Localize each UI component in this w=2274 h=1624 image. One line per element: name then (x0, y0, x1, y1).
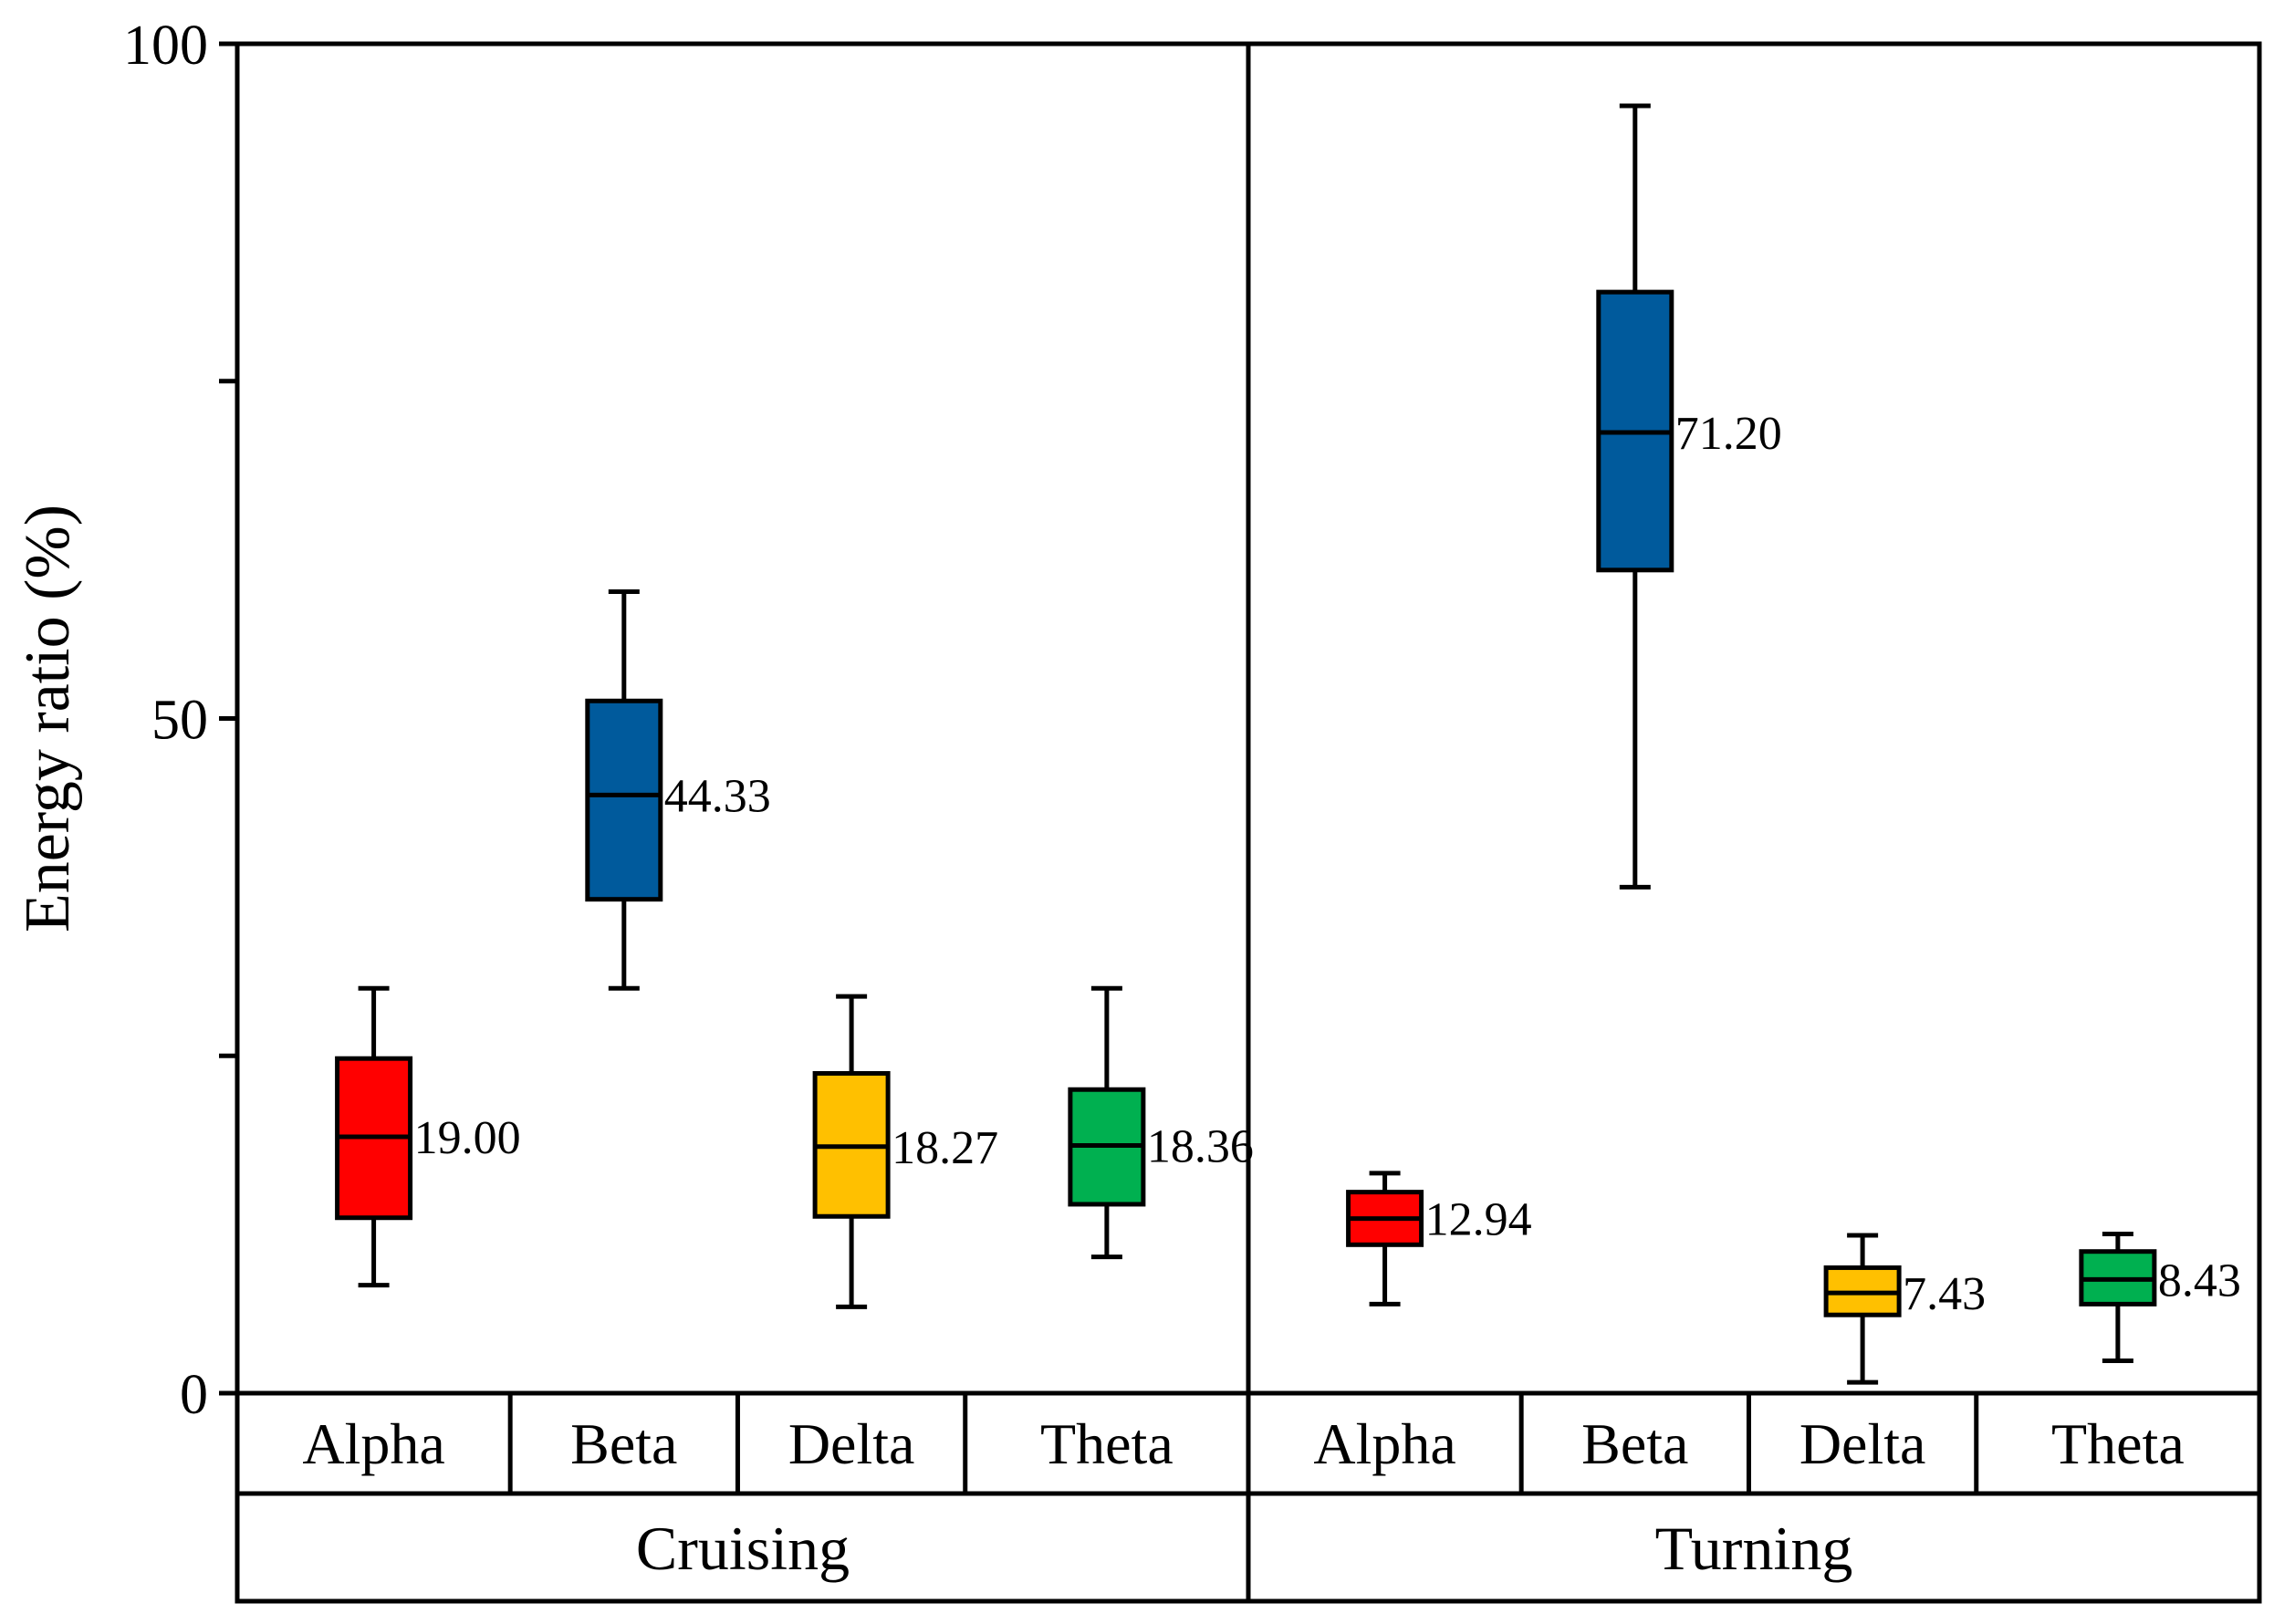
median-label: 8.43 (2158, 1254, 2241, 1306)
box-series: 19.00 44.33 18.27 18.36 12.94 71.20 7.43 8.43 (335, 103, 2241, 1385)
category-label: Theta (2051, 1411, 2185, 1476)
category-label: Delta (1799, 1411, 1926, 1476)
box-turning-theta: 8.43 (2079, 1231, 2241, 1364)
category-label: Alpha (302, 1411, 444, 1476)
median-label: 12.94 (1425, 1194, 1532, 1246)
box-turning-beta: 71.20 (1596, 103, 1782, 890)
y-axis-label: Energy ratio (%) (13, 505, 83, 932)
median-label: 18.36 (1147, 1120, 1254, 1172)
category-label: Delta (788, 1411, 915, 1476)
median-label: 44.33 (664, 770, 771, 822)
y-tick-label: 50 (151, 690, 208, 752)
category-label: Theta (1040, 1411, 1174, 1476)
median-label: 18.27 (892, 1122, 998, 1174)
box-turning-alpha: 12.94 (1346, 1171, 1532, 1306)
box-cruising-theta: 18.36 (1068, 985, 1254, 1260)
category-label: Beta (1581, 1411, 1688, 1476)
category-table: Alpha Beta Delta Theta Cruising Alpha Beta Delt… (302, 1393, 2185, 1583)
box-turning-delta: 7.43 (1823, 1233, 1986, 1385)
median-label: 19.00 (414, 1112, 521, 1164)
box-cruising-alpha: 19.00 (335, 985, 521, 1288)
median-label: 71.20 (1675, 408, 1782, 460)
group-label: Cruising (636, 1514, 850, 1583)
category-label: Alpha (1313, 1411, 1455, 1476)
box-cruising-beta: 44.33 (585, 588, 771, 991)
box-iqr (585, 698, 663, 902)
y-tick-label: 100 (123, 15, 208, 77)
group-label: Turning (1655, 1514, 1853, 1583)
y-axis: 0 50 100 (123, 15, 237, 1426)
median-label: 7.43 (1903, 1268, 1986, 1320)
plot-frame (235, 41, 2262, 1604)
y-tick-label: 0 (180, 1364, 208, 1426)
category-label: Beta (570, 1411, 677, 1476)
box-cruising-delta: 18.27 (812, 994, 998, 1309)
